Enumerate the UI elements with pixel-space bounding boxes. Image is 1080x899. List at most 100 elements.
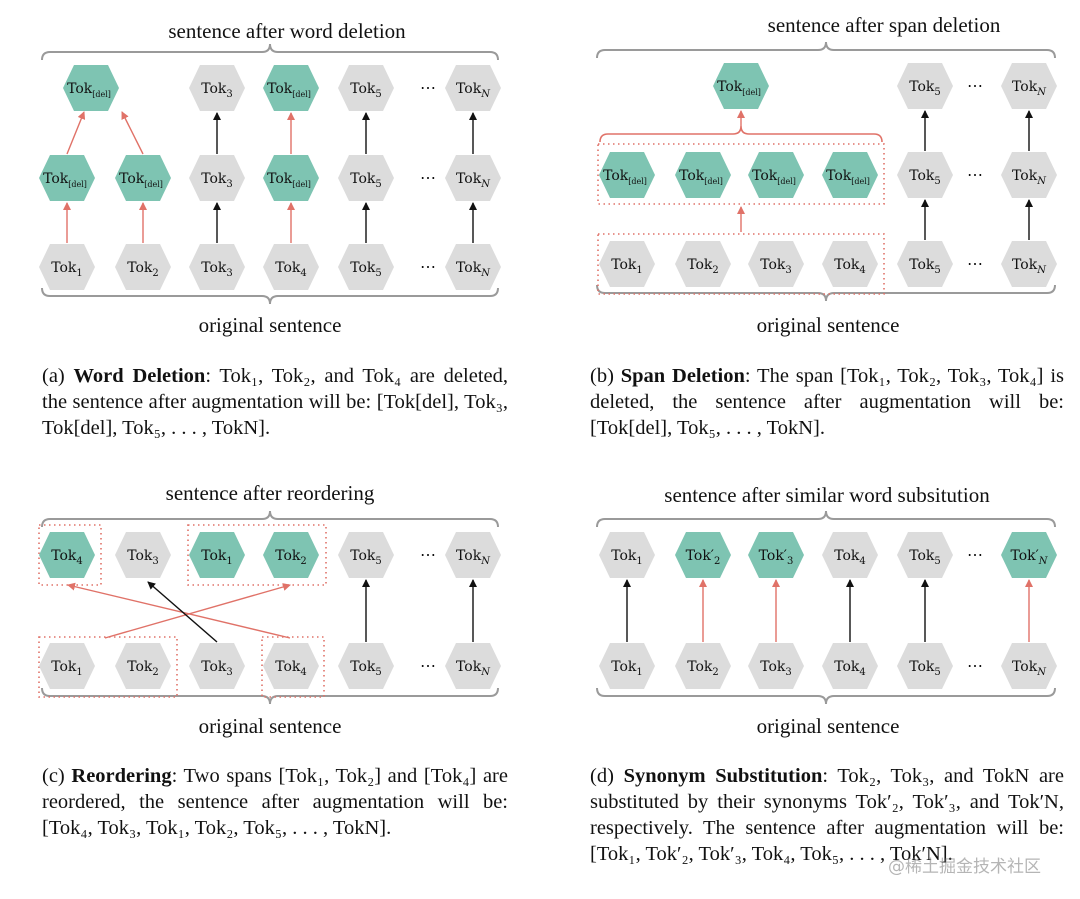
panel-c-bottom-token-6: TokN: [445, 643, 501, 689]
svg-text:⋯: ⋯: [967, 76, 983, 95]
panel-d-bottom-token-0: Tok1: [599, 643, 655, 689]
caption-b-label: (b): [590, 365, 621, 387]
caption-a: (a) Word Deletion: Tok₁, Tok₂, and Tok₄ …: [42, 363, 508, 441]
caption-c-title: Reordering: [71, 765, 172, 787]
panel-a-top-token-1: Tok3: [189, 65, 245, 111]
svg-text:Tok3: Tok3: [201, 81, 233, 100]
svg-text:Tok5: Tok5: [350, 659, 382, 678]
svg-text:Tok2: Tok2: [275, 548, 307, 567]
panel-b-top-token-0: Tok[del]: [713, 63, 769, 109]
svg-text:Tok1: Tok1: [51, 260, 83, 279]
svg-text:Tok3: Tok3: [201, 659, 233, 678]
panel-c-bottom-token-1: Tok2: [115, 643, 171, 689]
panel-c-top-token-4: Tok5: [338, 532, 394, 578]
panel-a-bottom-token-2: Tok3: [189, 244, 245, 290]
svg-text:Tok4: Tok4: [834, 659, 866, 678]
panel-b-middle-token-1: Tok[del]: [675, 152, 731, 198]
panel-a-middle-token-4: Tok5: [338, 155, 394, 201]
panel-d-top-token-1: Tok′2: [675, 532, 731, 578]
caption-d: (d) Synonym Substitution: Tok₂, Tok₃, an…: [590, 763, 1064, 867]
svg-text:Tok1: Tok1: [611, 548, 643, 567]
svg-text:TokN: TokN: [456, 171, 491, 190]
svg-text:Tok′2: Tok′2: [686, 548, 721, 567]
svg-text:TokN: TokN: [456, 81, 491, 100]
panel-c-top-token-6: TokN: [445, 532, 501, 578]
svg-text:⋯: ⋯: [420, 168, 436, 187]
panel-c-top-token-5: ⋯: [420, 545, 436, 564]
svg-text:Tok[del]: Tok[del]: [43, 171, 87, 189]
svg-text:Tok5: Tok5: [909, 257, 941, 276]
svg-text:Tok[del]: Tok[del]: [717, 79, 761, 97]
panel-b-bottom-token-1: Tok2: [675, 241, 731, 287]
panel-a-top-token-3: Tok5: [338, 65, 394, 111]
panel-b-top-token-2: ⋯: [967, 76, 983, 95]
svg-text:Tok2: Tok2: [687, 257, 719, 276]
panel-c-bottom-token-2: Tok3: [189, 643, 245, 689]
svg-text:⋯: ⋯: [420, 656, 436, 675]
panel-b-middle-token-2: Tok[del]: [748, 152, 804, 198]
panel-b-middle-token-6: TokN: [1001, 152, 1057, 198]
caption-b-title: Span Deletion: [620, 365, 745, 387]
svg-text:Tok1: Tok1: [201, 548, 233, 567]
caption-d-title: Synonym Substitution: [623, 765, 823, 787]
svg-text:Tok3: Tok3: [760, 659, 792, 678]
panel-b-middle-token-3: Tok[del]: [822, 152, 878, 198]
panel-d-top-token-0: Tok1: [599, 532, 655, 578]
panel-a-bottom-token-3: Tok4: [263, 244, 319, 290]
panel-a-bottom-title: original sentence: [199, 313, 342, 337]
svg-text:Tok2: Tok2: [127, 659, 159, 678]
watermark: @稀土掘金技术社区: [888, 857, 1041, 877]
panel-d-bottom-token-5: ⋯: [967, 656, 983, 675]
panel-d-top-title: sentence after similar word subsitution: [664, 483, 990, 507]
svg-text:TokN: TokN: [1012, 659, 1047, 678]
caption-a-title: Word Deletion: [73, 365, 206, 387]
svg-text:Tok4: Tok4: [275, 260, 307, 279]
panel-a-middle-token-6: TokN: [445, 155, 501, 201]
svg-text:Tok5: Tok5: [350, 81, 382, 100]
caption-c-label: (c): [42, 765, 72, 787]
svg-text:Tok[del]: Tok[del]: [603, 168, 647, 186]
svg-text:Tok′3: Tok′3: [759, 548, 794, 567]
panel-a-middle-token-1: Tok[del]: [115, 155, 171, 201]
panel-c-top-token-2: Tok1: [189, 532, 245, 578]
svg-text:Tok[del]: Tok[del]: [826, 168, 870, 186]
svg-text:Tok5: Tok5: [909, 79, 941, 98]
svg-text:Tok5: Tok5: [350, 548, 382, 567]
panel-c-bottom-token-0: Tok1: [39, 643, 95, 689]
panel-b-top-token-3: TokN: [1001, 63, 1057, 109]
panel-a-bottom-token-5: ⋯: [420, 257, 436, 276]
svg-text:TokN: TokN: [1012, 257, 1047, 276]
svg-text:Tok′N: Tok′N: [1010, 548, 1048, 567]
panel-d-bottom-token-6: TokN: [1001, 643, 1057, 689]
panel-a-middle-token-3: Tok[del]: [263, 155, 319, 201]
panel-c-bottom-title: original sentence: [199, 714, 342, 738]
svg-text:TokN: TokN: [1012, 168, 1047, 187]
panel-a-top-title: sentence after word deletion: [168, 19, 406, 43]
panel-b-middle-token-0: Tok[del]: [599, 152, 655, 198]
panel-a-middle-token-5: ⋯: [420, 168, 436, 187]
panel-a-bottom-token-4: Tok5: [338, 244, 394, 290]
caption-a-label: (a): [42, 365, 74, 387]
panel-c-bottom-token-5: ⋯: [420, 656, 436, 675]
svg-text:Tok5: Tok5: [909, 168, 941, 187]
svg-text:Tok[del]: Tok[del]: [267, 81, 311, 99]
panel-d-bottom-token-2: Tok3: [748, 643, 804, 689]
panel-a-top-token-0: Tok[del]: [63, 65, 119, 111]
panel-c-bottom-token-4: Tok5: [338, 643, 394, 689]
panel-a-top-token-2: Tok[del]: [263, 65, 319, 111]
panel-d-top-token-3: Tok4: [822, 532, 878, 578]
panel-b-top-token-1: Tok5: [897, 63, 953, 109]
panel-a-bottom-token-1: Tok2: [115, 244, 171, 290]
panel-b-bottom-token-0: Tok1: [599, 241, 655, 287]
svg-text:Tok[del]: Tok[del]: [67, 81, 111, 99]
caption-a-text: : Tok₁, Tok₂, and Tok₄ are deleted, the …: [42, 365, 508, 439]
svg-text:⋯: ⋯: [967, 545, 983, 564]
svg-text:TokN: TokN: [456, 659, 491, 678]
svg-text:Tok5: Tok5: [350, 171, 382, 190]
panel-d-bottom-title: original sentence: [757, 714, 900, 738]
panel-d-top-token-6: Tok′N: [1001, 532, 1057, 578]
svg-text:Tok3: Tok3: [760, 257, 792, 276]
svg-text:Tok4: Tok4: [834, 257, 866, 276]
svg-text:Tok[del]: Tok[del]: [119, 171, 163, 189]
svg-text:⋯: ⋯: [967, 656, 983, 675]
